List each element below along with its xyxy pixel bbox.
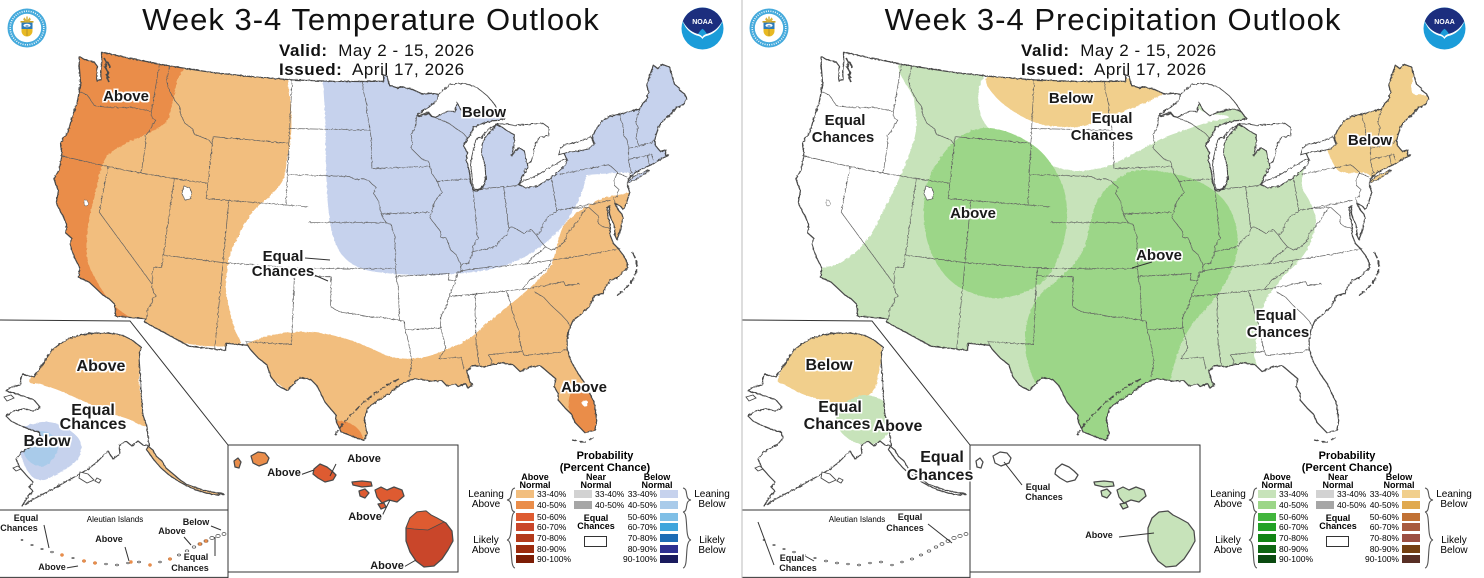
svg-text:NOAA: NOAA [692, 19, 713, 26]
svg-text:NOAA: NOAA [1434, 19, 1455, 26]
